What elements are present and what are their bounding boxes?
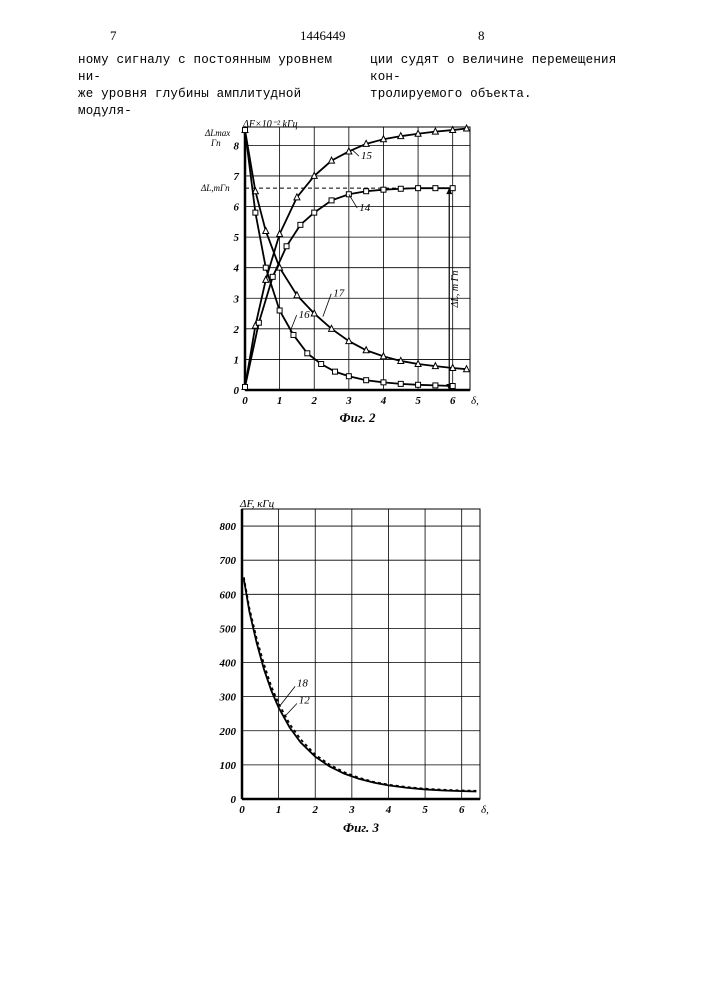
svg-text:Фиг. 3: Фиг. 3 bbox=[343, 820, 379, 835]
svg-text:6: 6 bbox=[234, 202, 240, 214]
svg-text:400: 400 bbox=[219, 658, 237, 670]
svg-text:6: 6 bbox=[459, 804, 465, 816]
svg-text:ΔF, кГц: ΔF, кГц bbox=[239, 498, 275, 510]
document-number: 1446449 bbox=[300, 28, 346, 44]
svg-text:15: 15 bbox=[361, 150, 373, 162]
svg-text:8: 8 bbox=[234, 140, 240, 152]
page-number-right: 8 bbox=[478, 28, 485, 44]
svg-text:5: 5 bbox=[422, 804, 428, 816]
svg-text:800: 800 bbox=[220, 521, 237, 533]
svg-text:Гп: Гп bbox=[210, 138, 221, 148]
svg-text:500: 500 bbox=[220, 623, 237, 635]
figure-3-chart: 012345601002003004005006007008001812ΔF, … bbox=[190, 495, 490, 835]
svg-text:ΔL, m Гп: ΔL, m Гп bbox=[450, 271, 461, 309]
svg-text:4: 4 bbox=[385, 804, 392, 816]
svg-text:Фиг. 2: Фиг. 2 bbox=[340, 410, 376, 425]
svg-text:16: 16 bbox=[299, 309, 311, 321]
svg-text:δ, мм: δ, мм bbox=[481, 804, 490, 816]
svg-text:4: 4 bbox=[380, 395, 387, 407]
body-text-right: ции судят о величине перемещения кон- тр… bbox=[370, 52, 650, 103]
svg-text:18: 18 bbox=[297, 677, 309, 689]
svg-text:ΔF×10⁻² kГц: ΔF×10⁻² kГц bbox=[242, 119, 298, 130]
svg-text:600: 600 bbox=[220, 589, 237, 601]
svg-text:0: 0 bbox=[234, 385, 240, 397]
svg-text:2: 2 bbox=[311, 804, 318, 816]
svg-text:6: 6 bbox=[450, 395, 456, 407]
svg-text:700: 700 bbox=[220, 555, 237, 567]
body-text-left: ному сигналу с постоянным уровнем ни- же… bbox=[78, 52, 358, 120]
svg-text:0: 0 bbox=[242, 395, 248, 407]
svg-text:1: 1 bbox=[277, 395, 283, 407]
svg-text:0: 0 bbox=[239, 804, 245, 816]
svg-text:200: 200 bbox=[219, 726, 237, 738]
svg-text:ΔL,mГп: ΔL,mГп bbox=[200, 183, 230, 193]
svg-text:2: 2 bbox=[310, 395, 317, 407]
figure-2-svg: 0 1 2 3 4 5 6 0 1 2 3 4 5 6 7 8 ΔL, m Гп 15 14 17 16 ΔF×10⁻² … bbox=[190, 115, 480, 425]
svg-text:0: 0 bbox=[231, 794, 237, 806]
svg-text:3: 3 bbox=[345, 395, 352, 407]
svg-text:100: 100 bbox=[220, 760, 237, 772]
svg-text:2: 2 bbox=[233, 324, 240, 336]
figure-3-svg: 012345601002003004005006007008001812ΔF, … bbox=[190, 495, 490, 835]
figure-2-chart: 0 1 2 3 4 5 6 0 1 2 3 4 5 6 7 8 ΔL, m Гп 15 14 17 16 ΔF×10⁻² … bbox=[190, 115, 480, 425]
svg-text:12: 12 bbox=[299, 694, 311, 706]
svg-text:δ, мм: δ, мм bbox=[471, 395, 480, 407]
page-number-left: 7 bbox=[110, 28, 117, 44]
svg-text:ΔLmax: ΔLmax bbox=[204, 128, 230, 138]
svg-text:4: 4 bbox=[233, 263, 240, 275]
svg-text:17: 17 bbox=[333, 288, 345, 300]
svg-text:1: 1 bbox=[234, 354, 240, 366]
svg-text:7: 7 bbox=[234, 171, 240, 183]
svg-text:14: 14 bbox=[359, 202, 371, 214]
svg-text:5: 5 bbox=[415, 395, 421, 407]
svg-text:3: 3 bbox=[233, 293, 240, 305]
svg-text:5: 5 bbox=[234, 232, 240, 244]
svg-text:3: 3 bbox=[348, 804, 355, 816]
svg-text:1: 1 bbox=[276, 804, 282, 816]
svg-text:300: 300 bbox=[219, 692, 237, 704]
